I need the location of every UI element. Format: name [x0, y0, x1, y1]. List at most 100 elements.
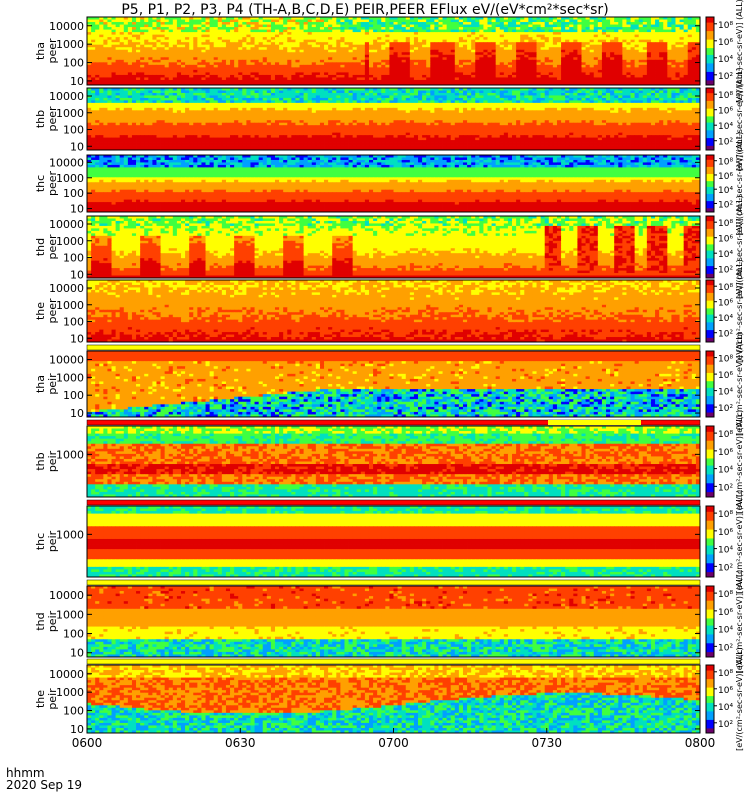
- spectrogram-cell: [680, 35, 684, 38]
- spectrogram-cell: [614, 22, 618, 25]
- spectrogram-cell: [361, 70, 365, 73]
- spectrogram-cell: [524, 42, 528, 45]
- spectrogram-cell: [410, 67, 414, 70]
- spectrogram-cell: [671, 35, 675, 38]
- spectrogram-cell: [692, 40, 696, 43]
- spectrogram-cell: [218, 30, 222, 33]
- spectrogram-cell: [316, 37, 320, 40]
- spectrogram-cell: [492, 37, 496, 40]
- spectrogram-cell: [357, 62, 361, 65]
- spectrogram-cell: [99, 70, 103, 73]
- spectrogram-cell: [283, 45, 287, 48]
- spectrogram-cell: [438, 62, 442, 65]
- spectrogram-cell: [545, 47, 549, 50]
- spectrogram-cell: [312, 22, 316, 25]
- spectrogram-cell: [308, 62, 312, 65]
- spectrogram-cell: [300, 65, 304, 68]
- spectrogram-cell: [344, 65, 348, 68]
- spectrogram-cell: [659, 57, 663, 60]
- spectrogram-cell: [124, 52, 128, 55]
- spectrogram-cell: [467, 35, 471, 38]
- spectrogram-cell: [206, 22, 210, 25]
- spectrogram-cell: [357, 65, 361, 68]
- spectrogram-cell: [402, 37, 406, 40]
- spectrogram-cell: [663, 55, 667, 58]
- spectrogram-cell: [394, 50, 398, 53]
- spectrogram-cell: [537, 20, 541, 23]
- spectrogram-cell: [651, 47, 655, 50]
- spectrogram-cell: [279, 62, 283, 65]
- spectrogram-cell: [353, 60, 357, 63]
- spectrogram-cell: [610, 32, 614, 35]
- spectrogram-cell: [537, 47, 541, 50]
- spectrogram-cell: [651, 20, 655, 23]
- spectrogram-cell: [479, 27, 483, 30]
- spectrogram-cell: [626, 45, 630, 48]
- spectrogram-cell: [291, 27, 295, 30]
- spectrogram-cell: [189, 22, 193, 25]
- spectrogram-cell: [516, 20, 520, 23]
- spectrogram-cell: [528, 32, 532, 35]
- spectrogram-cell: [647, 67, 651, 70]
- spectrogram-cell: [553, 52, 557, 55]
- spectrogram-cell: [161, 27, 165, 30]
- spectrogram-cell: [402, 65, 406, 68]
- spectrogram-cell: [189, 20, 193, 23]
- spectrogram-cell: [181, 27, 185, 30]
- spectrogram-cell: [422, 67, 426, 70]
- spectrogram-cell: [626, 47, 630, 50]
- spectrogram-cell: [532, 32, 536, 35]
- spectrogram-cell: [222, 65, 226, 68]
- spectrogram-cell: [185, 52, 189, 55]
- spectrogram-cell: [504, 35, 508, 38]
- spectrogram-cell: [226, 70, 230, 73]
- spectrogram-cell: [271, 50, 275, 53]
- spectrogram-cell: [610, 55, 614, 58]
- spectrogram-cell: [455, 32, 459, 35]
- spectrogram-cell: [675, 32, 679, 35]
- spectrogram-cell: [250, 65, 254, 68]
- spectrogram-cell: [156, 30, 160, 33]
- spectrogram-cell: [177, 55, 181, 58]
- spectrogram-cell: [512, 57, 516, 60]
- spectrogram-cell: [316, 32, 320, 35]
- spectrogram-cell: [532, 30, 536, 33]
- spectrogram-cell: [581, 35, 585, 38]
- spectrogram-cell: [230, 27, 234, 30]
- panel-tha-peer: [87, 17, 700, 85]
- spectrogram-cell: [684, 67, 688, 70]
- spectrogram-cell: [492, 27, 496, 30]
- spectrogram-cell: [671, 60, 675, 63]
- spectrogram-cell: [87, 30, 91, 33]
- spectrogram-cell: [144, 50, 148, 53]
- spectrogram-cell: [267, 20, 271, 23]
- spectrogram-cell: [279, 32, 283, 35]
- spectrogram-cell: [504, 25, 508, 28]
- spectrogram-cell: [471, 32, 475, 35]
- spectrogram-cell: [590, 22, 594, 25]
- spectrogram-cell: [332, 67, 336, 70]
- spectrogram-cell: [369, 32, 373, 35]
- spectrogram-cell: [389, 37, 393, 40]
- spectrogram-cell: [455, 30, 459, 33]
- spectrogram-cell: [467, 20, 471, 23]
- spectrogram-cell: [267, 67, 271, 70]
- spectrogram-cell: [177, 35, 181, 38]
- spectrogram-cell: [148, 25, 152, 28]
- spectrogram-cell: [320, 47, 324, 50]
- spectrogram-cell: [483, 60, 487, 63]
- spectrogram-cell: [295, 20, 299, 23]
- spectrogram-cell: [87, 37, 91, 40]
- spectrogram-cell: [91, 42, 95, 45]
- spectrogram-cell: [569, 42, 573, 45]
- spectrogram-cell: [185, 65, 189, 68]
- spectrogram-cell: [128, 65, 132, 68]
- spectrogram-cell: [275, 35, 279, 38]
- spectrogram-cell: [304, 25, 308, 28]
- spectrogram-cell: [496, 60, 500, 63]
- spectrogram-cell: [332, 22, 336, 25]
- spectrogram-cell: [332, 35, 336, 38]
- spectrogram-cell: [259, 52, 263, 55]
- spectrogram-cell: [520, 22, 524, 25]
- spectrogram-cell: [344, 32, 348, 35]
